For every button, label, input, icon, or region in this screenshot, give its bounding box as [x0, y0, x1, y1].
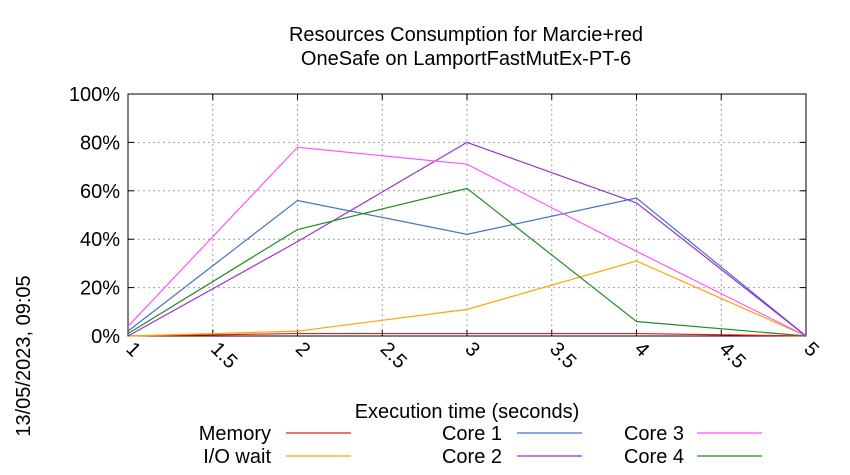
- series-line-core-2: [127, 141, 807, 337]
- y-tick-label: 100%: [69, 84, 120, 106]
- series-line-core-3: [127, 146, 807, 337]
- x-tick-label: 1: [121, 338, 144, 361]
- y-tick-label: 20%: [80, 278, 120, 300]
- series-line-core-4: [127, 187, 807, 337]
- x-tick-label: 2.5: [376, 338, 411, 373]
- legend-label-core-4: Core 4: [624, 446, 684, 468]
- x-tick-label: 2: [291, 338, 314, 361]
- x-tick-label: 3: [460, 338, 483, 361]
- series-lines: [127, 141, 807, 337]
- y-tick-label: 40%: [80, 229, 120, 251]
- y-axis-ticks: 0% 20% 40% 60% 80% 100%: [69, 84, 806, 348]
- legend-label-i-o-wait: I/O wait: [203, 446, 271, 468]
- timestamp-label: 13/05/2023, 09:05: [13, 275, 35, 436]
- series-line-memory: [127, 332, 807, 337]
- legend-label-core-1: Core 1: [442, 423, 502, 445]
- y-tick-label: 60%: [80, 181, 120, 203]
- x-tick-label: 5: [799, 338, 822, 361]
- chart-title-line-1: Resources Consumption for Marcie+red: [289, 24, 643, 46]
- y-tick-label: 80%: [80, 132, 120, 154]
- series-line-core-1: [127, 197, 807, 337]
- x-tick-label: 3.5: [545, 338, 580, 373]
- legend-label-memory: Memory: [199, 423, 271, 445]
- x-tick-label: 4.5: [715, 338, 750, 373]
- x-tick-label: 1.5: [206, 338, 241, 373]
- series-line-i-o-wait: [127, 260, 807, 337]
- x-tick-label: 4: [630, 338, 653, 361]
- legend-label-core-3: Core 3: [624, 423, 684, 445]
- grid: [128, 94, 806, 336]
- x-axis-label: Execution time (seconds): [355, 401, 580, 423]
- legend-label-core-2: Core 2: [442, 446, 502, 468]
- chart-title-line-2: OneSafe on LamportFastMutEx-PT-6: [301, 48, 631, 70]
- y-tick-label: 0%: [91, 326, 120, 348]
